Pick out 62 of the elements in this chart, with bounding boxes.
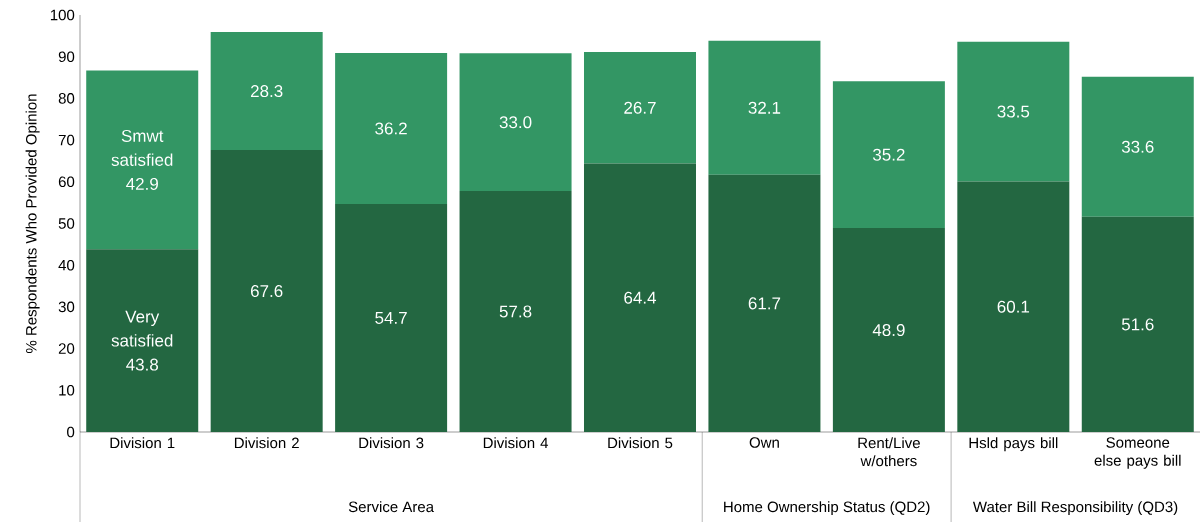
y-tick-label: 30 (58, 301, 75, 313)
text: Water Bill Responsibility (QD3) (972, 501, 1178, 516)
x-tick-label: Rent/Live w/others (858, 437, 920, 467)
data-label: 51.6 (1121, 318, 1154, 331)
y-tick-label: 10 (59, 384, 75, 396)
y-tick-label: 70 (58, 134, 75, 146)
bar (459, 53, 572, 191)
bar (832, 81, 945, 229)
x-tick-label: Division 2 (234, 437, 299, 449)
data-label: 67.6 (250, 285, 283, 298)
bar (459, 190, 572, 432)
x-tick-label: Division 1 (110, 437, 175, 449)
y-tick-label: 60 (58, 176, 75, 188)
data-label: 64.4 (624, 291, 657, 304)
data-label: 57.8 (499, 305, 532, 318)
x-tick-label: Division 4 (483, 437, 549, 449)
data-label: 42.9 (126, 177, 158, 190)
series-label: Very satisfied (111, 310, 173, 347)
bar (957, 41, 1070, 182)
text: Service Area (348, 501, 435, 513)
data-label: 60.1 (997, 300, 1030, 313)
bar (335, 203, 448, 432)
y-tick-label: 0 (67, 426, 75, 438)
data-label: 33.6 (1121, 140, 1154, 153)
data-label: 54.7 (375, 312, 407, 324)
bar (708, 40, 821, 175)
bar (210, 32, 323, 151)
data-label: 32.1 (748, 101, 781, 114)
data-label: 28.3 (250, 85, 283, 98)
text: Home Ownership Status (QD2) (724, 501, 930, 516)
series-label: Smwt satisfied (111, 129, 173, 166)
bar (832, 228, 945, 432)
x-tick-label: Someone else pays bill (1094, 437, 1181, 469)
bar (584, 163, 696, 432)
data-label: 33.0 (499, 116, 532, 129)
bar (1081, 76, 1194, 217)
y-tick-label: 20 (58, 343, 75, 354)
y-tick-label: 50 (58, 218, 75, 229)
data-label: 36.2 (375, 122, 407, 135)
data-label: 43.8 (126, 358, 159, 371)
x-tick-label: Division 3 (359, 437, 424, 449)
bar (86, 70, 199, 250)
bar (335, 52, 448, 204)
bar (1081, 216, 1194, 432)
bar (584, 52, 696, 164)
y-tick-label: 100 (50, 9, 75, 21)
x-tick-label: Own (749, 437, 779, 448)
bar (708, 174, 821, 432)
y-tick-label: 80 (58, 93, 75, 104)
x-tick-label: Hsld pays bill (969, 437, 1058, 452)
data-label: 35.2 (872, 148, 905, 161)
y-axis-title: % Respondents Who Provided Opinion (25, 94, 40, 354)
y-tick-label: 90 (58, 51, 75, 62)
data-label: 33.5 (997, 105, 1030, 118)
bar (86, 249, 199, 432)
bar (210, 150, 323, 432)
data-label: 26.7 (624, 101, 656, 114)
x-tick-label: Division 5 (608, 437, 673, 449)
bar (957, 181, 1070, 432)
data-label: 61.7 (748, 297, 781, 310)
data-label: 48.9 (872, 324, 905, 337)
y-tick-label: 40 (58, 259, 75, 271)
